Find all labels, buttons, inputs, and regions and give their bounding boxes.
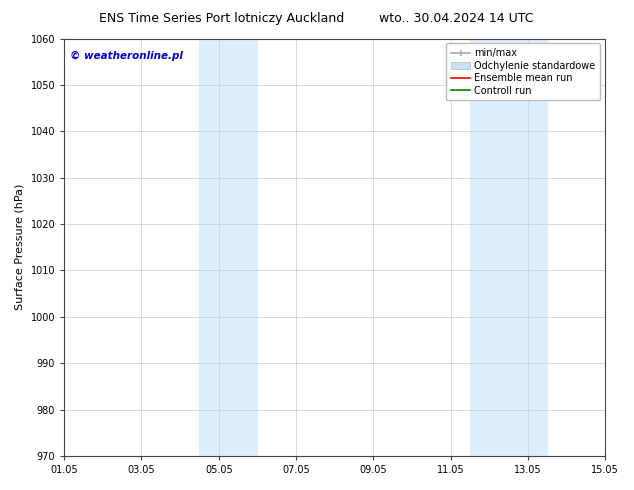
Text: wto.. 30.04.2024 14 UTC: wto.. 30.04.2024 14 UTC bbox=[379, 12, 534, 25]
Text: ENS Time Series Port lotniczy Auckland: ENS Time Series Port lotniczy Auckland bbox=[100, 12, 344, 25]
Y-axis label: Surface Pressure (hPa): Surface Pressure (hPa) bbox=[15, 184, 25, 311]
Legend: min/max, Odchylenie standardowe, Ensemble mean run, Controll run: min/max, Odchylenie standardowe, Ensembl… bbox=[446, 44, 600, 100]
Bar bbox=[470, 39, 547, 456]
Bar bbox=[200, 39, 257, 456]
Text: © weatheronline.pl: © weatheronline.pl bbox=[70, 51, 183, 61]
